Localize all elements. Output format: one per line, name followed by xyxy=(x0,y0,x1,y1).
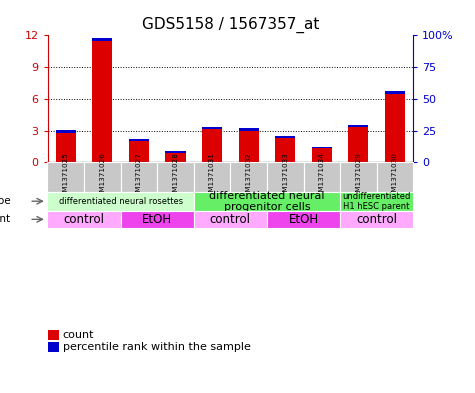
Text: undifferentiated
H1 hESC parent: undifferentiated H1 hESC parent xyxy=(342,192,411,211)
Text: GSM1371025: GSM1371025 xyxy=(63,152,69,201)
Bar xyxy=(121,162,157,192)
Text: agent: agent xyxy=(0,214,11,224)
Text: GSM1371032: GSM1371032 xyxy=(246,152,252,201)
Text: differentiated neural rosettes: differentiated neural rosettes xyxy=(58,197,183,206)
Bar xyxy=(238,130,259,162)
Bar xyxy=(84,162,121,192)
Text: count: count xyxy=(63,330,94,340)
Bar xyxy=(348,127,369,162)
Bar xyxy=(48,162,84,192)
Text: control: control xyxy=(210,213,251,226)
Bar xyxy=(48,211,121,228)
Text: GSM1371034: GSM1371034 xyxy=(319,152,325,201)
Bar xyxy=(157,162,194,192)
Bar xyxy=(238,128,259,130)
Bar xyxy=(56,132,76,162)
Bar xyxy=(194,192,340,211)
Bar xyxy=(48,192,194,211)
Bar xyxy=(165,151,186,153)
Text: differentiated neural
progenitor cells: differentiated neural progenitor cells xyxy=(209,191,325,211)
Text: GSM1371030: GSM1371030 xyxy=(392,152,398,201)
Bar xyxy=(275,138,295,162)
Bar xyxy=(165,153,186,162)
Bar xyxy=(194,211,267,228)
Bar xyxy=(275,136,295,138)
Text: EtOH: EtOH xyxy=(288,213,319,226)
Bar xyxy=(312,149,332,162)
Bar xyxy=(121,211,194,228)
Bar xyxy=(340,162,377,192)
Text: GSM1371028: GSM1371028 xyxy=(172,152,179,201)
Bar xyxy=(230,162,267,192)
Bar xyxy=(348,125,369,127)
Text: cell type: cell type xyxy=(0,196,11,206)
Text: GSM1371027: GSM1371027 xyxy=(136,152,142,201)
Bar xyxy=(267,211,340,228)
Bar xyxy=(304,162,340,192)
Bar xyxy=(385,91,405,94)
Text: GSM1371026: GSM1371026 xyxy=(99,152,105,201)
Bar xyxy=(92,39,113,40)
Text: EtOH: EtOH xyxy=(142,213,172,226)
Bar xyxy=(312,147,332,149)
Text: percentile rank within the sample: percentile rank within the sample xyxy=(63,342,251,352)
Bar xyxy=(56,130,76,132)
Bar xyxy=(202,129,222,162)
Bar xyxy=(385,94,405,162)
Text: GSM1371029: GSM1371029 xyxy=(355,152,361,201)
Bar xyxy=(129,139,149,141)
Bar xyxy=(377,162,413,192)
Text: control: control xyxy=(64,213,104,226)
Bar xyxy=(194,162,230,192)
Bar xyxy=(92,40,113,162)
Bar xyxy=(202,127,222,129)
Text: control: control xyxy=(356,213,397,226)
Text: GSM1371033: GSM1371033 xyxy=(282,152,288,201)
Title: GDS5158 / 1567357_at: GDS5158 / 1567357_at xyxy=(142,17,319,33)
Bar xyxy=(340,211,413,228)
Bar xyxy=(340,192,413,211)
Bar xyxy=(129,141,149,162)
Text: GSM1371031: GSM1371031 xyxy=(209,152,215,201)
Bar xyxy=(267,162,304,192)
